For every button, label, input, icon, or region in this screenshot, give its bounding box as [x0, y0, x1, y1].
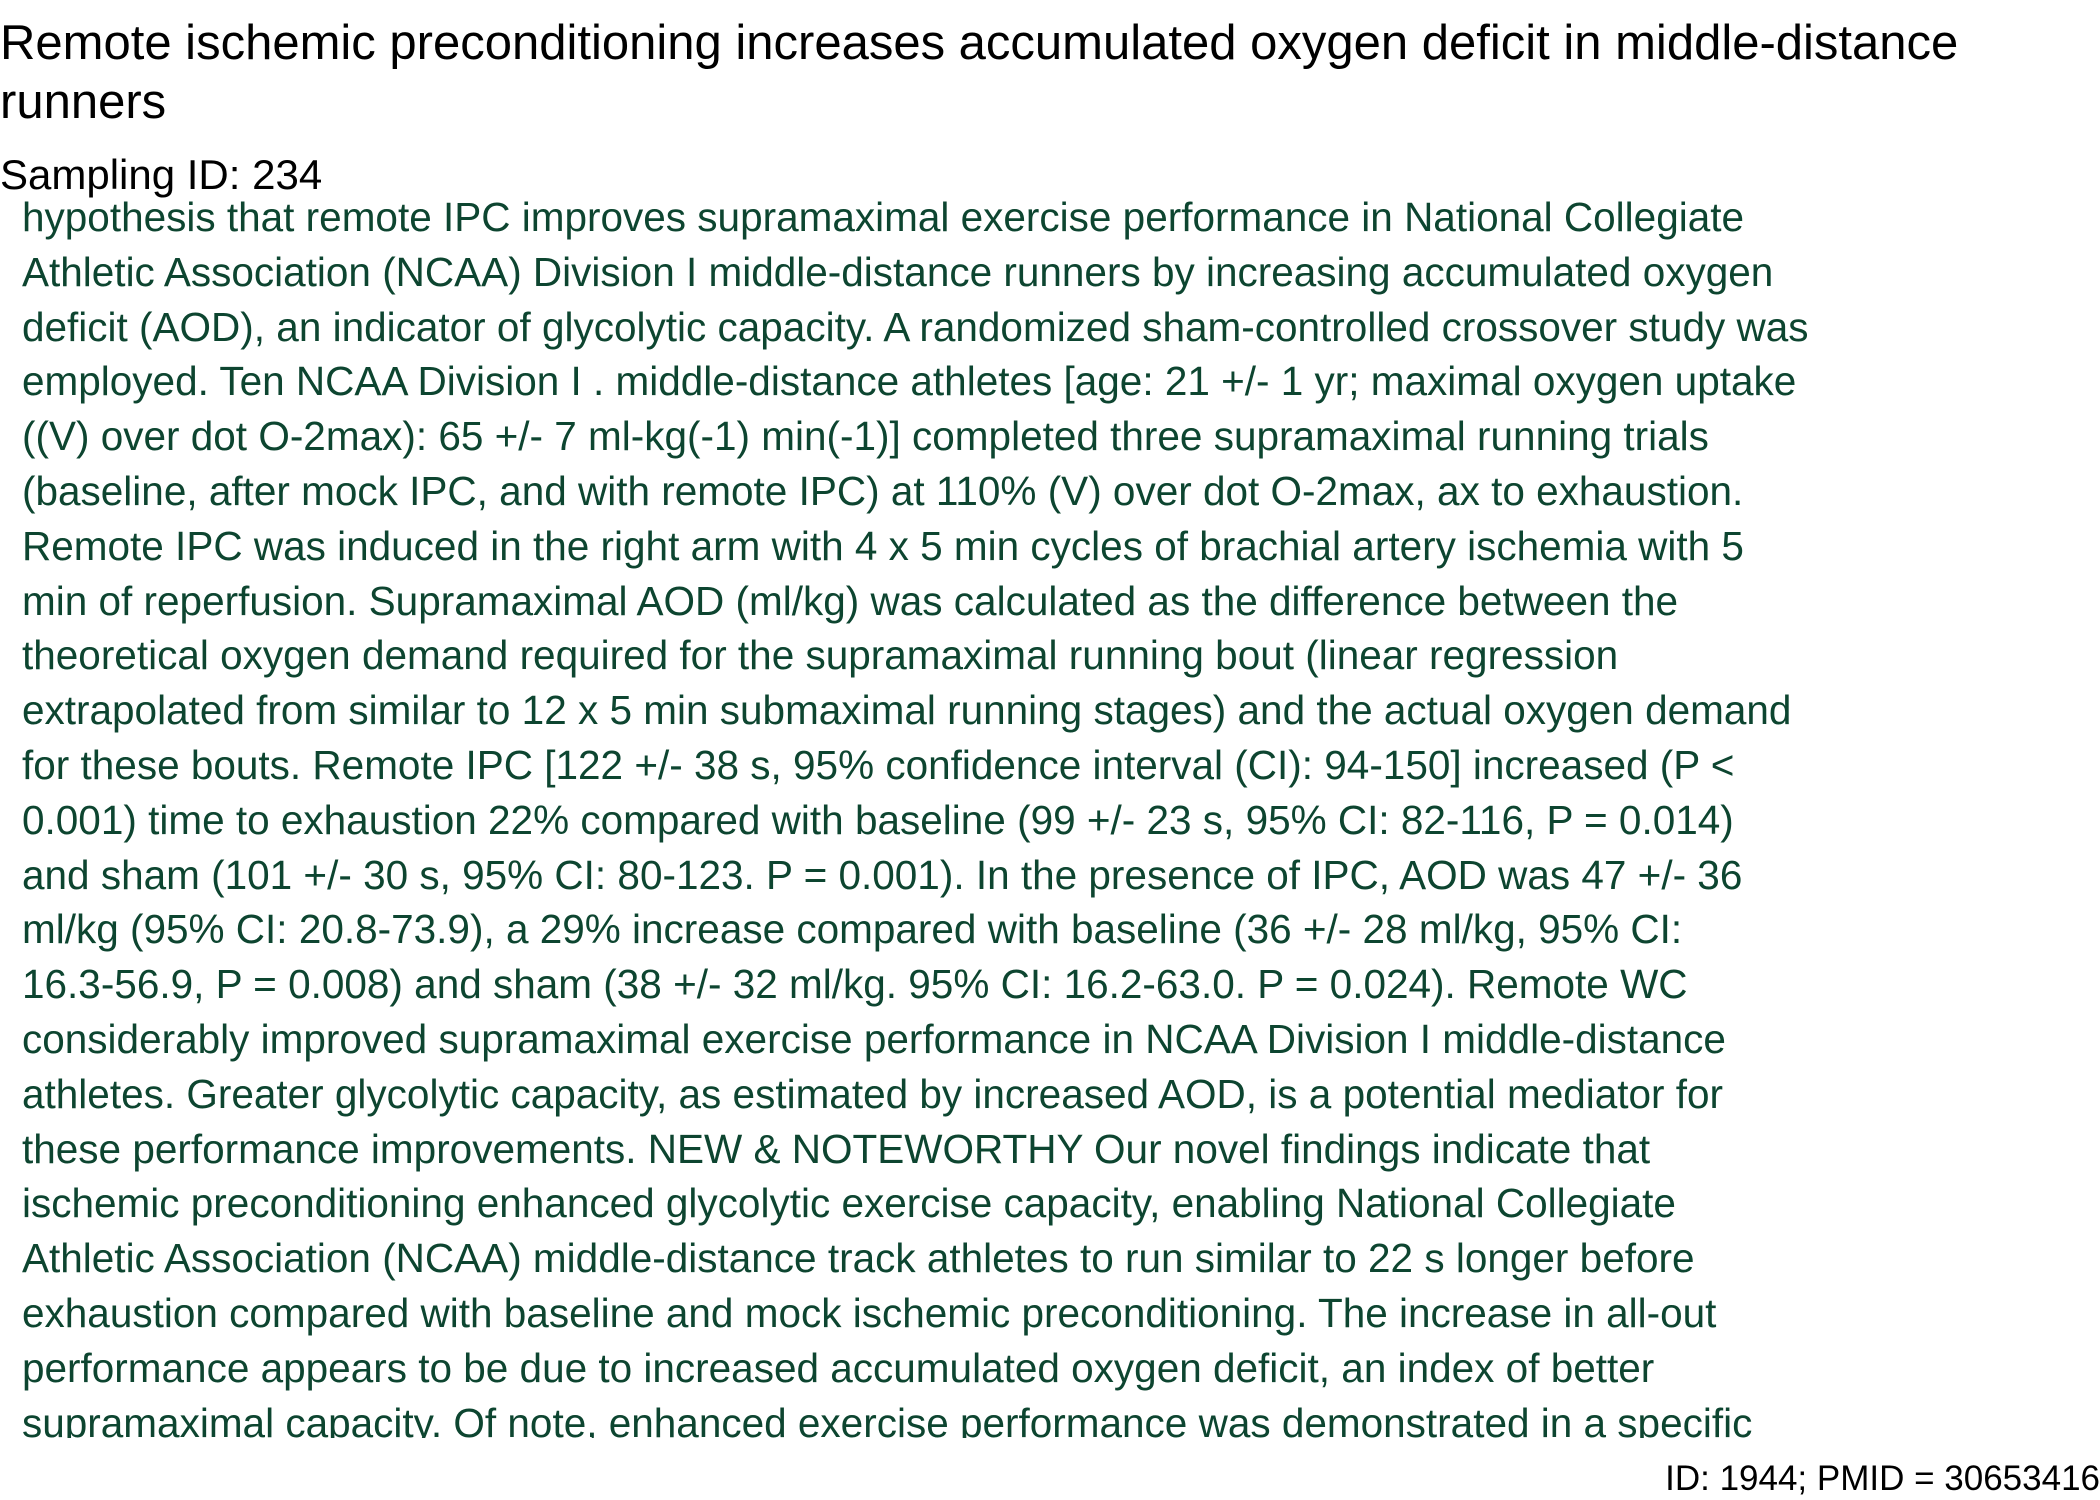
footer-pmid-label: ID: 1944; PMID = 30653416 — [1665, 1459, 2100, 1498]
document-title: Remote ischemic preconditioning increase… — [0, 16, 1959, 129]
abstract-scroll-region[interactable]: hypothesis that remote IPC improves supr… — [22, 190, 2100, 1438]
sampling-id-label: Sampling ID: 234 — [0, 151, 323, 198]
abstract-body-text: hypothesis that remote IPC improves supr… — [22, 194, 1809, 1438]
